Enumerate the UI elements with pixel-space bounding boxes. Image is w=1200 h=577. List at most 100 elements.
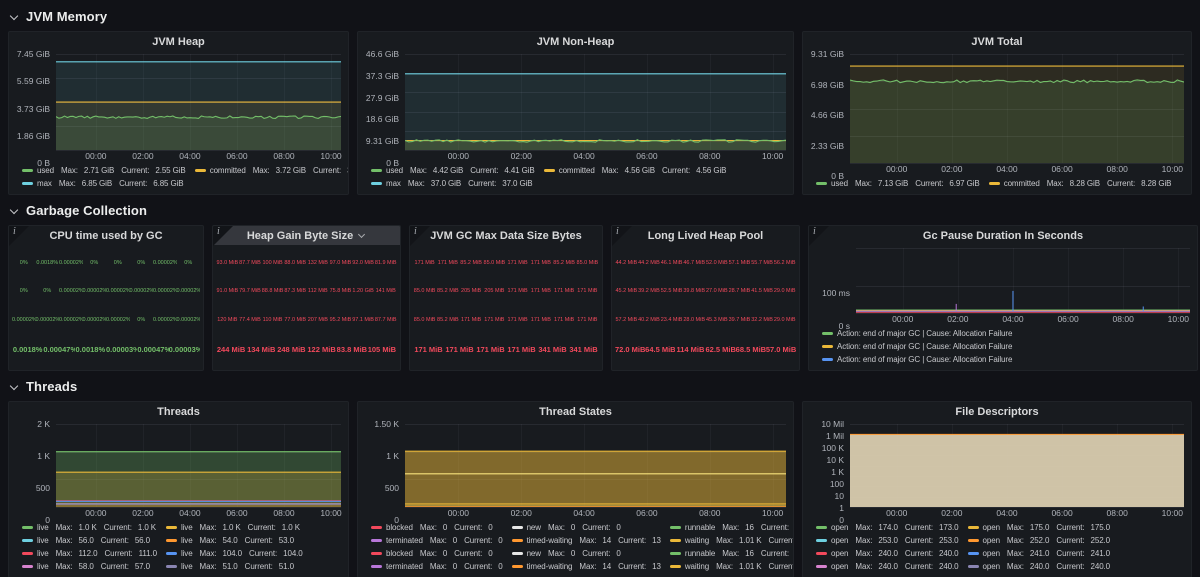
panel-title[interactable]: Threads (9, 402, 348, 421)
plot-area[interactable] (850, 54, 1184, 164)
panel-info-corner[interactable] (9, 226, 29, 246)
legend-item[interactable]: live Max: 56.0 Current: 56.0 (22, 535, 157, 546)
legend-item[interactable]: blocked Max: 0 Current: 0 (371, 522, 503, 533)
panel-info-corner[interactable] (809, 226, 829, 246)
legend-item[interactable]: blocked Max: 0 Current: 0 (371, 548, 503, 559)
panel-title[interactable]: Gc Pause Duration In Seconds (809, 226, 1197, 245)
panel-info-corner[interactable] (410, 226, 430, 246)
plot-column: 00:00 02:00 04:00 06:00 08:00 10:00 (856, 248, 1190, 326)
legend-item[interactable]: open Max: 175.0 Current: 175.0 (967, 522, 1110, 533)
panel-title[interactable]: JVM Heap (9, 32, 348, 51)
legend-item[interactable]: terminated Max: 0 Current: 0 (371, 535, 503, 546)
info-icon[interactable]: i (414, 226, 417, 237)
plot-area[interactable] (56, 54, 341, 151)
x-axis: 00:00 02:00 04:00 06:00 08:00 10:00 (850, 507, 1184, 520)
legend-current-value: 253.0 (938, 536, 959, 545)
legend-item[interactable]: Action: end of major GC | Cause: Allocat… (822, 354, 1012, 365)
stat-value: 85.0 MiB (413, 316, 436, 323)
panel-title[interactable]: Thread States (358, 402, 793, 421)
legend-item[interactable]: open Max: 240.0 Current: 240.0 (816, 548, 959, 559)
info-icon[interactable]: i (616, 226, 619, 237)
panel-info-corner[interactable] (612, 226, 632, 246)
legend-series-name: blocked (386, 523, 413, 532)
legend-current-label: Current: (249, 549, 278, 558)
legend-current-value: 0 (498, 536, 503, 545)
section-header-jvm-memory[interactable]: JVM Memory (10, 8, 1192, 25)
stat-value: 93.0 MiB (216, 260, 239, 267)
legend-item[interactable]: open Max: 240.0 Current: 240.0 (816, 561, 959, 572)
x-tick-label: 06:00 (636, 151, 658, 161)
legend-item[interactable]: committed Max: 8.28 GiB Current: 8.28 GiB (988, 178, 1172, 189)
panel-title[interactable]: Heap Gain Byte Size (213, 226, 400, 245)
legend-item[interactable]: terminated Max: 0 Current: 0 (371, 561, 503, 572)
y-tick-label: 0 (45, 515, 50, 525)
panel-info-corner[interactable] (213, 226, 233, 246)
legend-item[interactable]: live Max: 1.0 K Current: 1.0 K (22, 522, 157, 533)
legend-item[interactable]: committed Max: 4.56 GiB Current: 4.56 GiB (543, 165, 727, 176)
y-axis: 7.45 GiB 5.59 GiB 3.73 GiB 1.86 GiB 0 B (9, 49, 56, 168)
section-header-garbage-collection[interactable]: Garbage Collection (10, 202, 1192, 219)
panel-title[interactable]: CPU time used by GC (9, 226, 203, 245)
plot-area[interactable] (856, 248, 1190, 314)
legend-item[interactable]: open Max: 253.0 Current: 253.0 (816, 535, 959, 546)
legend-item[interactable]: open Max: 174.0 Current: 173.0 (816, 522, 959, 533)
legend-item[interactable]: new Max: 0 Current: 0 (511, 548, 661, 559)
plot-area[interactable] (850, 424, 1184, 508)
y-tick-label: 0 B (831, 171, 844, 181)
panel-title[interactable]: JVM GC Max Data Size Bytes (410, 226, 602, 245)
panel-title[interactable]: File Descriptors (803, 402, 1191, 421)
legend-item[interactable]: live Max: 51.0 Current: 51.0 (165, 561, 303, 572)
legend-item[interactable]: used Max: 2.71 GiB Current: 2.55 GiB (22, 165, 186, 176)
legend-item[interactable]: live Max: 112.0 Current: 111.0 (22, 548, 157, 559)
legend-item[interactable]: used Max: 4.42 GiB Current: 4.41 GiB (371, 165, 535, 176)
legend-item[interactable]: Action: end of major GC | Cause: Allocat… (822, 328, 1012, 339)
info-icon[interactable]: i (217, 226, 220, 237)
legend-item[interactable]: live Max: 58.0 Current: 57.0 (22, 561, 157, 572)
legend-item[interactable]: open Max: 252.0 Current: 252.0 (967, 535, 1110, 546)
legend-series-name: terminated (386, 536, 423, 545)
legend-item[interactable]: max Max: 6.85 GiB Current: 6.85 GiB (22, 178, 186, 189)
info-icon[interactable]: i (813, 226, 816, 237)
info-icon[interactable]: i (13, 226, 16, 237)
legend-series-swatch (543, 169, 555, 172)
panel-title[interactable]: JVM Non-Heap (358, 32, 793, 51)
section-header-threads[interactable]: Threads (10, 378, 1192, 395)
h-gridline (56, 507, 341, 508)
legend-item[interactable]: used Max: 7.13 GiB Current: 6.97 GiB (816, 178, 980, 189)
plot-area[interactable] (405, 424, 786, 508)
legend-item[interactable]: live Max: 1.0 K Current: 1.0 K (165, 522, 303, 533)
legend-item[interactable]: new Max: 0 Current: 0 (511, 522, 661, 533)
legend-item[interactable]: timed-waiting Max: 14 Current: 13 (511, 535, 661, 546)
v-gridline (1178, 248, 1180, 313)
legend-item[interactable]: open Max: 240.0 Current: 240.0 (967, 561, 1110, 572)
stat-value: 171 MiB (530, 260, 551, 267)
panel-title[interactable]: JVM Total (803, 32, 1191, 51)
h-gridline (405, 92, 786, 94)
panel-row: i CPU time used by GC 0% 0.0018% 0.00002% 0% 0… (8, 225, 1198, 371)
panel-title-text: File Descriptors (955, 405, 1039, 418)
legend-item[interactable]: open Max: 241.0 Current: 241.0 (967, 548, 1110, 559)
y-tick-label: 1 K (37, 450, 50, 461)
plot-area[interactable] (405, 54, 786, 151)
plot-area[interactable] (56, 424, 341, 508)
h-gridline (56, 126, 341, 127)
legend-item[interactable]: timed-waiting Max: 14 Current: 13 (511, 561, 661, 572)
h-gridline (56, 54, 341, 55)
stat-value: 45.2 MiB (615, 288, 638, 295)
stat-value: 28.7 MiB (728, 288, 751, 295)
stat-total-value: 83.8 MiB (336, 344, 367, 354)
legend-item[interactable]: live Max: 104.0 Current: 104.0 (165, 548, 303, 559)
legend-item[interactable]: Action: end of major GC | Cause: Allocat… (822, 341, 1012, 352)
panel-title[interactable]: Long Lived Heap Pool (612, 226, 799, 245)
stat-total-value: 0.0018% (12, 344, 43, 354)
legend-item[interactable]: max Max: 37.0 GiB Current: 37.0 GiB (371, 178, 535, 189)
legend-series-name: live (37, 536, 49, 545)
legend-item[interactable]: live Max: 54.0 Current: 53.0 (165, 535, 303, 546)
plot-column: 00:00 02:00 04:00 06:00 08:00 10:00 (850, 54, 1184, 176)
legend-item[interactable]: committed Max: 3.72 GiB Current: 3.72 GiB (194, 165, 348, 176)
stat-value: 29.0 MiB (773, 288, 796, 295)
